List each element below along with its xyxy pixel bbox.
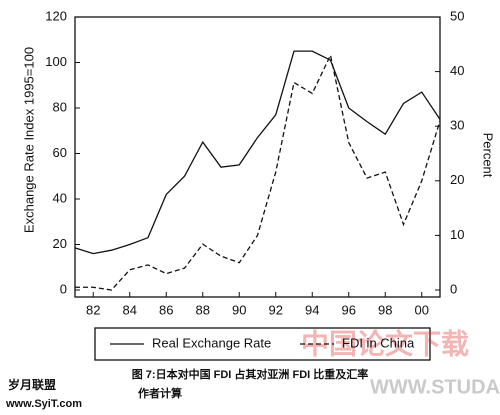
x-tick-label: 00 [415, 302, 429, 317]
watermark: WWW.STUDA [370, 376, 500, 398]
y-tick-label: 120 [45, 8, 67, 23]
y-tick-label: 40 [53, 190, 67, 205]
watermark: 岁月联盟 [8, 377, 56, 392]
y2-tick-label: 10 [450, 227, 464, 242]
y2-tick-label: 40 [450, 63, 464, 78]
y-tick-label: 100 [45, 54, 67, 69]
x-tick-label: 84 [123, 302, 137, 317]
watermark: www.SyiT.com [5, 398, 82, 410]
x-tick-label: 98 [378, 302, 392, 317]
x-tick-label: 94 [305, 302, 319, 317]
x-tick-label: 92 [269, 302, 283, 317]
series-line [74, 50, 441, 255]
series-line [75, 53, 441, 291]
caption: 图 7:日本对中国 FDI 占其对亚洲 FDI 比重及汇率 [132, 367, 369, 381]
y-axis-label: Exchange Rate Index 1995=100 [21, 47, 36, 233]
source: 作者计算 [138, 386, 182, 400]
x-tick-label: 90 [232, 302, 246, 317]
y2-tick-label: 50 [450, 8, 464, 23]
y-tick-label: 60 [53, 145, 67, 160]
y-tick-label: 20 [53, 236, 67, 251]
plot-frame [74, 16, 441, 298]
y2-tick-label: 0 [450, 281, 457, 296]
legend-label: Real Exchange Rate [152, 335, 271, 350]
y-tick-label: 0 [60, 281, 67, 296]
x-tick-label: 88 [196, 302, 210, 317]
legend-box [94, 327, 431, 361]
y2-axis-label: Percent [481, 133, 496, 178]
x-tick-label: 86 [159, 302, 173, 317]
y-tick-label: 80 [53, 99, 67, 114]
x-tick-label: 96 [342, 302, 356, 317]
y2-tick-label: 20 [450, 172, 464, 187]
legend-label: FDI in China [342, 335, 415, 350]
x-tick-label: 82 [86, 302, 100, 317]
y2-tick-label: 30 [450, 118, 464, 133]
